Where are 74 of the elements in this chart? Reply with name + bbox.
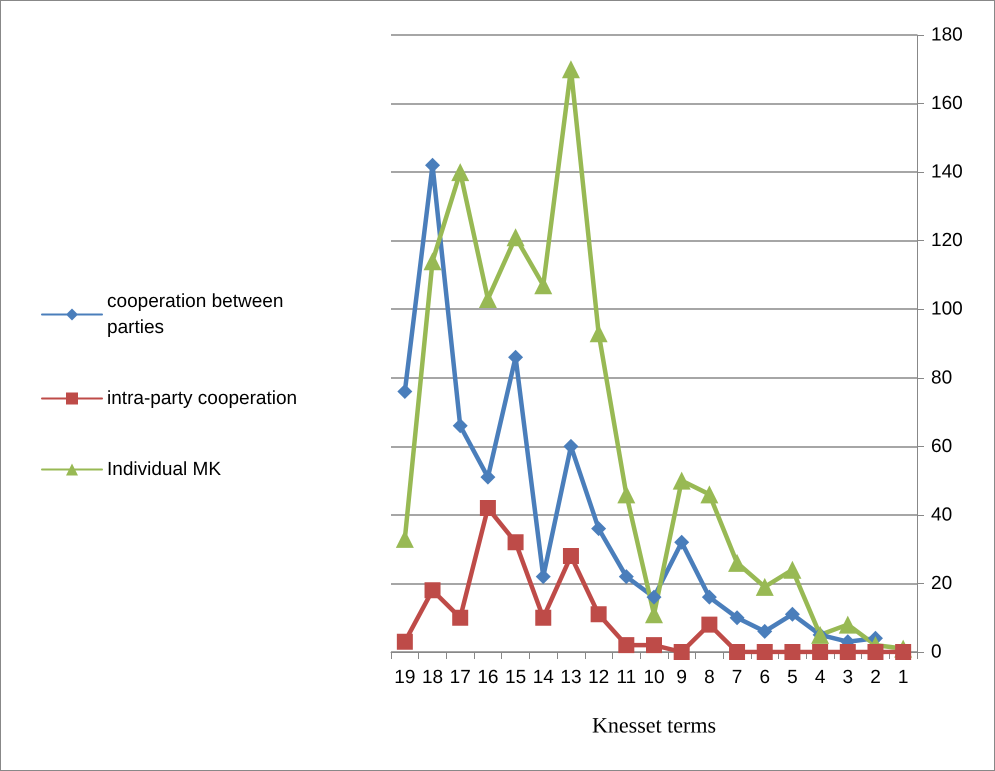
point [452,418,468,434]
x-tick-label: 16 [477,667,498,688]
x-tick-label: 11 [616,667,636,688]
y-tick-label: 120 [931,230,963,252]
x-tick-label: 6 [759,667,770,688]
point [867,644,884,660]
y-tick-label: 40 [931,504,952,526]
x-axis-title: Knesset terms [592,712,716,738]
point [535,610,552,626]
point [672,472,691,490]
point [480,500,496,516]
point [424,582,441,598]
point [562,548,579,564]
x-tick-label: 9 [676,667,687,688]
point [838,616,857,634]
legend-label: intra-party cooperation [107,388,298,409]
y-tick-label: 0 [931,642,942,662]
point [756,578,774,596]
point [424,252,442,270]
x-tick-label: 14 [532,667,554,688]
x-tick-label: 17 [450,667,471,688]
point [478,290,497,308]
y-tick-label: 60 [931,436,952,457]
point [784,606,800,622]
x-tick-label: 5 [787,667,798,688]
point [646,590,662,605]
x-tick-label: 1 [898,667,908,688]
x-tick-label: 13 [560,667,582,688]
point [508,534,524,550]
point [397,384,412,399]
point [895,644,912,660]
y-tick-label: 180 [931,24,963,46]
point [783,560,802,579]
x-tick-label: 8 [704,667,715,688]
x-tick-label: 19 [394,667,416,688]
x-tick-label: 18 [422,667,444,688]
point [701,616,718,633]
point [396,634,413,650]
x-tick-label: 10 [643,667,665,688]
point [674,644,690,660]
point [702,590,717,605]
y-tick-label: 20 [931,572,952,594]
point [451,163,470,182]
legend-label: cooperation between parties [107,291,289,338]
point [646,637,662,654]
point [452,610,468,626]
x-tick-label: 7 [732,667,742,688]
point [812,644,828,660]
point [480,470,496,485]
legend-label: Individual MK [107,459,222,480]
point [757,624,772,639]
point [674,534,690,550]
x-tick-label: 12 [588,667,610,688]
y-tick-label: 80 [931,367,952,388]
point [784,644,800,660]
y-tick-label: 140 [931,162,963,183]
point [506,228,525,246]
point [618,637,634,654]
x-tick-label: 4 [814,667,826,688]
point [591,521,606,536]
point [617,485,636,504]
point [562,60,580,78]
point [618,569,634,584]
point [730,610,745,626]
x-tick-label: 15 [505,667,526,688]
x-tick-label: 2 [870,667,881,688]
point [700,485,718,504]
point [729,644,746,660]
point [590,606,607,622]
point [840,644,856,660]
y-tick-label: 160 [931,93,963,114]
point [756,644,773,660]
x-tick-label: 3 [842,667,854,688]
y-tick-label: 100 [931,298,963,320]
